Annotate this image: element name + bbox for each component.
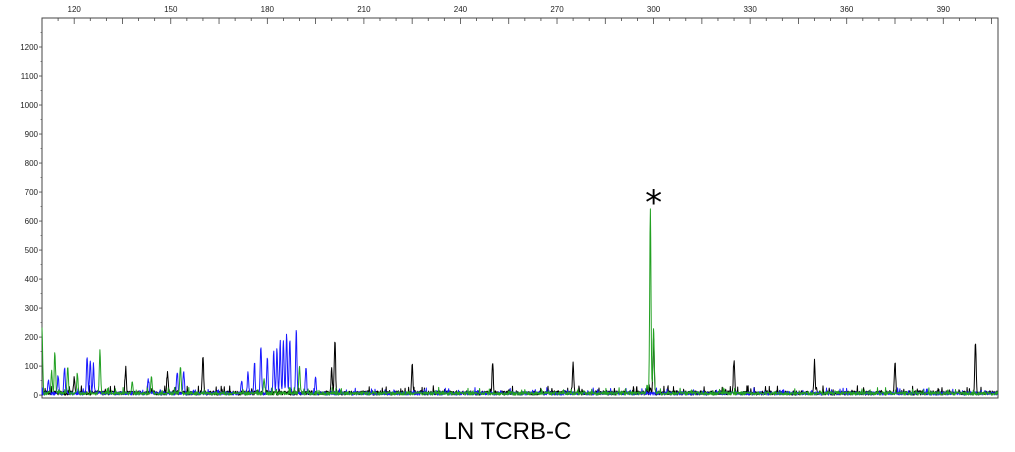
- x-tick-label: 150: [164, 5, 178, 14]
- x-tick-label: 360: [840, 5, 854, 14]
- plot-frame: [41, 17, 999, 399]
- plot-border: [41, 17, 999, 399]
- trace-line: [41, 337, 998, 396]
- y-axis: 0 100 200 300 400 500 600 700 800 900 1000 1100 1200: [20, 32, 42, 400]
- x-tick-label: 240: [454, 5, 468, 14]
- y-tick-label: 300: [25, 304, 39, 313]
- y-tick-label: 400: [25, 275, 39, 284]
- x-tick-label: 390: [937, 5, 951, 14]
- y-tick-label: 0: [34, 391, 39, 400]
- y-tick-label: 200: [25, 333, 39, 342]
- electropherogram-chart: 120 150 180 210 240 270 300 330 360 390 0 100 200 30…: [20, 5, 999, 400]
- chart-caption: LN TCRB-C: [443, 418, 572, 445]
- x-tick-label: 330: [743, 5, 757, 14]
- y-tick-label: 1000: [20, 101, 38, 110]
- x-axis: 120 150 180 210 240 270 300 330 360 390: [41, 5, 992, 24]
- trace-group: [41, 208, 999, 396]
- y-tick-label: 100: [25, 362, 39, 371]
- x-tick-label: 180: [261, 5, 275, 14]
- x-tick-label: 120: [68, 5, 82, 14]
- peak-annotation: *: [645, 183, 662, 223]
- y-tick-label: 800: [25, 159, 39, 168]
- trace-line: [41, 330, 998, 396]
- y-tick-label: 1100: [21, 72, 39, 81]
- trace-line: [41, 208, 999, 396]
- x-tick-label: 270: [550, 5, 564, 14]
- x-tick-label: 300: [647, 5, 661, 14]
- y-tick-label: 600: [25, 217, 39, 226]
- x-tick-label: 210: [357, 5, 371, 14]
- y-tick-label: 900: [25, 130, 39, 139]
- y-tick-label: 500: [25, 246, 39, 255]
- y-tick-label: 700: [25, 188, 39, 197]
- y-tick-label: 1200: [20, 43, 38, 52]
